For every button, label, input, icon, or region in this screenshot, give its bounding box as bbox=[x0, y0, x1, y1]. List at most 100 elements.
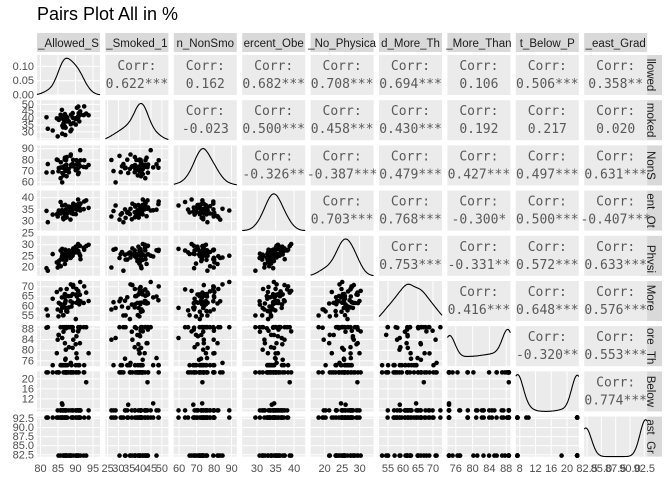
scatter-point bbox=[73, 342, 78, 347]
corr-value: 0.682*** bbox=[242, 77, 305, 92]
x-tick-label: 80 bbox=[208, 463, 220, 475]
scatter-point bbox=[198, 356, 204, 362]
scatter-point bbox=[136, 342, 141, 347]
scatter-point bbox=[211, 328, 217, 334]
scatter-point bbox=[200, 243, 205, 249]
y-tick-label: 35 bbox=[22, 204, 34, 216]
scatter-point bbox=[148, 408, 153, 413]
scatter-point bbox=[333, 308, 338, 314]
corr-value: 0.768*** bbox=[379, 213, 442, 228]
scatter-point bbox=[59, 408, 65, 413]
scatter-point bbox=[137, 300, 143, 306]
scatter-point bbox=[499, 453, 505, 458]
scatter-point bbox=[279, 408, 285, 413]
corr-value: 0.572*** bbox=[516, 258, 579, 273]
scatter-point bbox=[411, 370, 417, 375]
scatter-point bbox=[329, 350, 335, 356]
scatter-point bbox=[56, 169, 61, 174]
corr-label: Corr: bbox=[323, 59, 362, 74]
scatter-point bbox=[59, 335, 65, 341]
scatter-point bbox=[123, 257, 128, 262]
scatter-point bbox=[77, 164, 83, 169]
scatter-point bbox=[64, 362, 69, 368]
corr-value: 0.633*** bbox=[584, 258, 647, 273]
scatter-point bbox=[407, 324, 413, 330]
scatter-point bbox=[145, 290, 150, 295]
scatter-point bbox=[74, 408, 79, 413]
scatter-point bbox=[211, 256, 216, 262]
scatter-point bbox=[81, 370, 87, 375]
scatter-point bbox=[77, 279, 83, 285]
scatter-point bbox=[132, 286, 138, 292]
scatter-point bbox=[350, 415, 356, 420]
scatter-point bbox=[200, 415, 206, 420]
scatter-point bbox=[143, 293, 148, 299]
corr-label: Corr: bbox=[596, 195, 635, 210]
scatter-point bbox=[446, 415, 452, 420]
scatter-point bbox=[285, 362, 291, 368]
scatter-point bbox=[144, 340, 149, 346]
panel-background bbox=[515, 326, 579, 367]
scatter-point bbox=[199, 453, 204, 458]
corr-value: 0.106 bbox=[459, 77, 498, 92]
corr-label: Corr: bbox=[596, 59, 635, 74]
scatter-point bbox=[125, 157, 130, 162]
y-tick-label: 40 bbox=[22, 192, 34, 204]
scatter-point bbox=[176, 305, 181, 311]
scatter-point bbox=[78, 256, 83, 262]
scatter-point bbox=[207, 264, 213, 269]
x-tick-label: 85 bbox=[52, 463, 64, 475]
density-curve bbox=[105, 102, 169, 141]
scatter-point bbox=[211, 265, 216, 270]
scatter-point bbox=[138, 157, 143, 163]
scatter-point bbox=[64, 453, 69, 458]
y-tick-label: 0.10 bbox=[13, 61, 34, 73]
scatter-point bbox=[70, 328, 76, 334]
scatter-point bbox=[358, 329, 364, 334]
scatter-point bbox=[191, 205, 197, 210]
scatter-point bbox=[285, 370, 291, 375]
scatter-point bbox=[125, 305, 131, 311]
scatter-point bbox=[431, 362, 436, 368]
scatter-point bbox=[77, 408, 83, 413]
scatter-point bbox=[129, 217, 135, 222]
y-tick-label: 30 bbox=[22, 126, 34, 138]
scatter-point bbox=[81, 247, 87, 253]
y-tick-label: 55 bbox=[22, 310, 34, 322]
scatter-point bbox=[279, 302, 285, 307]
scatter-point bbox=[142, 350, 147, 356]
scatter-point bbox=[68, 324, 74, 330]
y-tick-label: 35 bbox=[22, 120, 34, 132]
scatter-point bbox=[211, 211, 217, 217]
density-curve bbox=[515, 374, 580, 412]
corr-value: 0.506*** bbox=[516, 77, 579, 92]
corr-label: Corr: bbox=[528, 240, 567, 255]
scatter-point bbox=[56, 332, 61, 338]
corr-label: Corr: bbox=[186, 104, 225, 119]
scatter-point bbox=[55, 134, 60, 139]
corr-label: Corr: bbox=[459, 149, 498, 164]
scatter-point bbox=[128, 152, 133, 157]
scatter-point bbox=[204, 257, 209, 263]
corr-value: 0.774*** bbox=[584, 393, 647, 408]
corr-value: 0.458*** bbox=[311, 122, 374, 137]
scatter-point bbox=[357, 350, 362, 356]
scatter-point bbox=[200, 380, 205, 385]
scatter-point bbox=[195, 408, 201, 413]
scatter-point bbox=[348, 324, 353, 330]
scatter-point bbox=[211, 247, 217, 252]
scatter-point bbox=[355, 453, 360, 458]
scatter-point bbox=[127, 370, 133, 375]
x-tick-label: 95 bbox=[87, 463, 99, 475]
scatter-point bbox=[68, 217, 73, 222]
scatter-point bbox=[63, 356, 68, 362]
scatter-point bbox=[50, 251, 55, 257]
corr-value: 0.708*** bbox=[311, 77, 374, 92]
scatter-point bbox=[58, 175, 63, 181]
scatter-point bbox=[421, 380, 427, 385]
y-tick-label: 0.05 bbox=[13, 75, 34, 87]
corr-value: 0.427*** bbox=[448, 167, 511, 182]
scatter-point bbox=[348, 355, 354, 361]
scatter-point bbox=[193, 261, 199, 266]
